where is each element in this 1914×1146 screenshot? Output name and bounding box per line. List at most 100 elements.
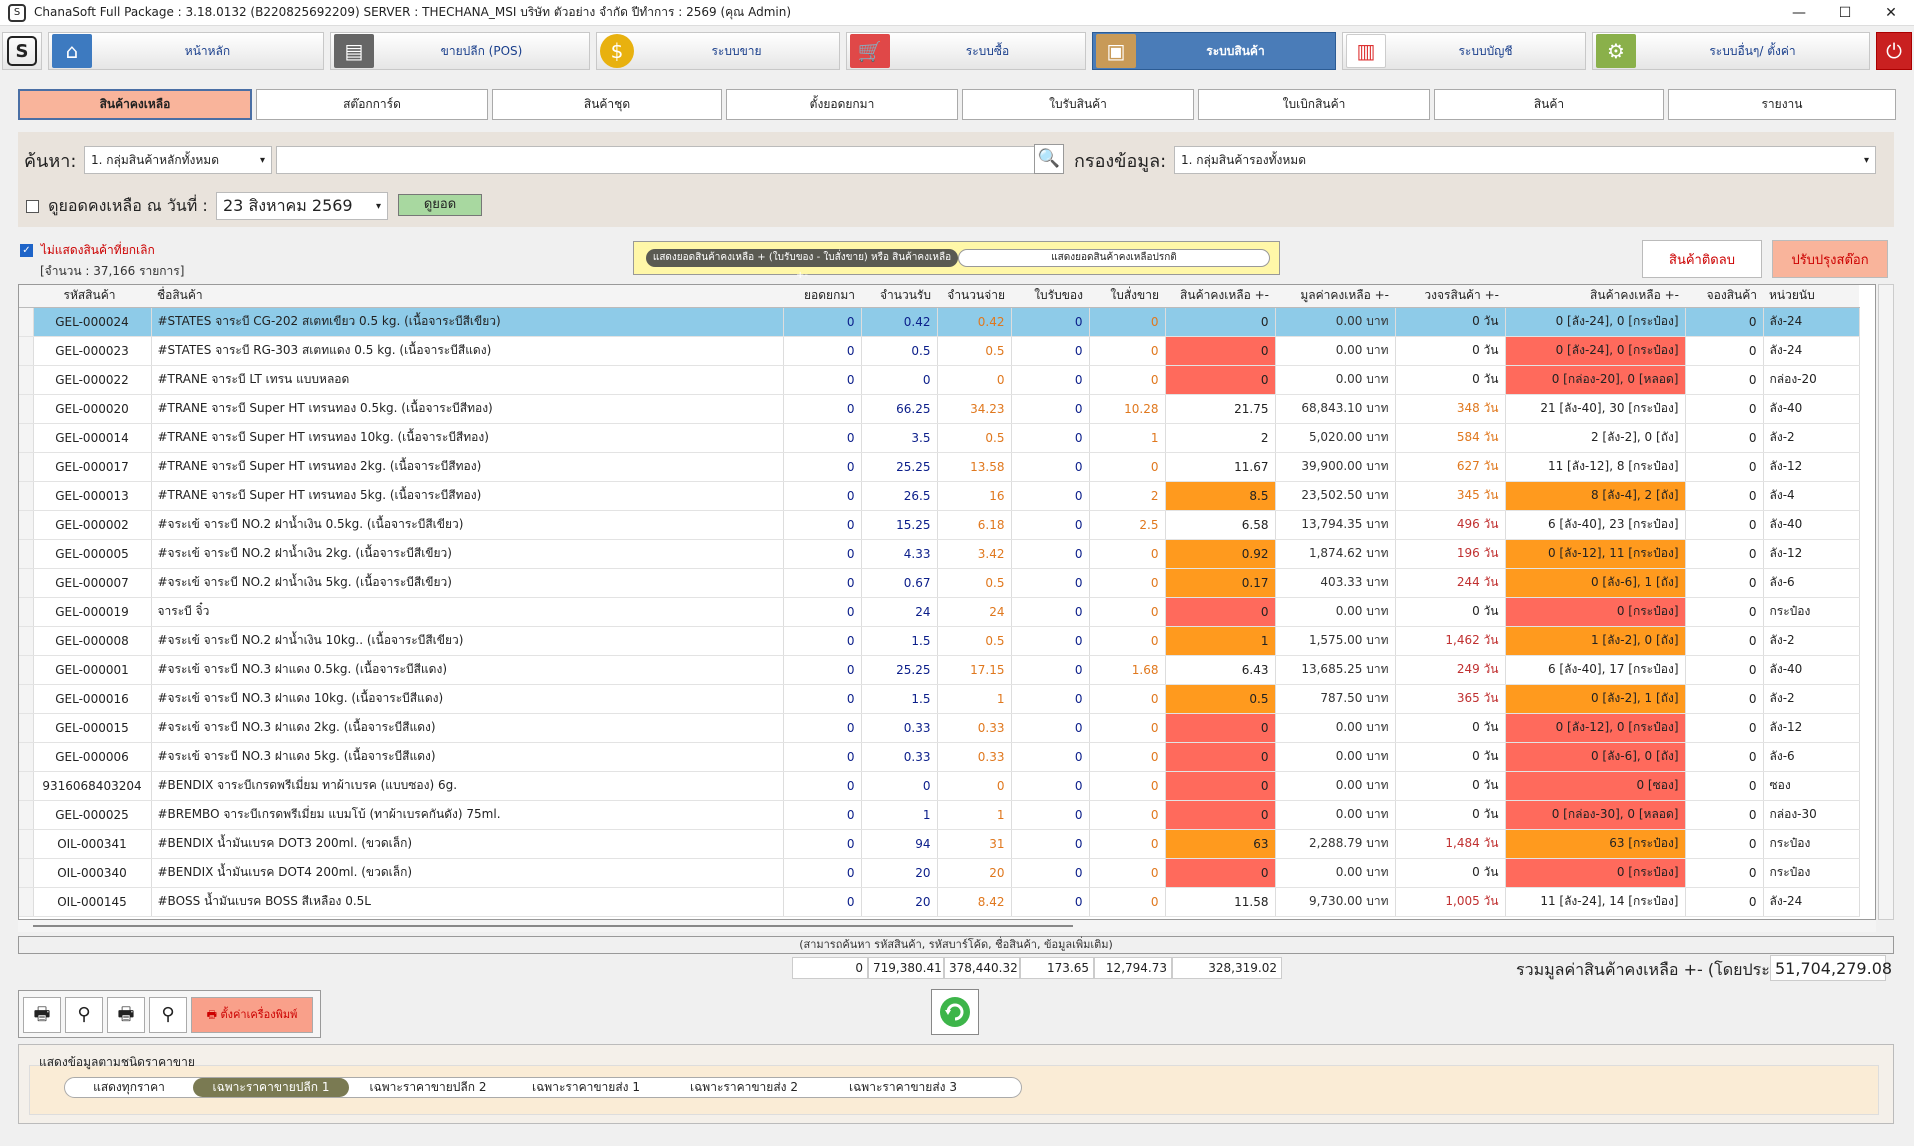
module-home[interactable]: ⌂ หน้าหลัก xyxy=(48,32,324,70)
column-header[interactable]: จำนวนจ่าย xyxy=(937,285,1011,308)
row-indicator[interactable] xyxy=(19,510,34,540)
vertical-scrollbar[interactable] xyxy=(1878,284,1894,920)
tab-product-set[interactable]: สินค้าชุด xyxy=(492,89,722,120)
table-row[interactable]: 9316068403204 #BENDIX จาระบีเกรดพรีเมี่ยม… xyxy=(19,771,1860,801)
row-indicator[interactable] xyxy=(19,829,34,859)
module-inventory[interactable]: ▣ ระบบสินค้า xyxy=(1092,32,1336,70)
tab-opening-balance[interactable]: ตั้งยอดยกมา xyxy=(726,89,958,120)
table-row[interactable]: GEL-000025 #BREMBO จาระบีเกรดพรีเมี่ยม แบ… xyxy=(19,800,1860,830)
column-header[interactable]: สินค้าคงเหลือ +- xyxy=(1165,285,1275,308)
row-indicator[interactable] xyxy=(19,481,34,511)
row-indicator[interactable] xyxy=(19,626,34,656)
module-pos[interactable]: ▤ ขายปลีก (POS) xyxy=(330,32,590,70)
table-row[interactable]: GEL-000020 #TRANE จาระบี Super HT เทรนทอง… xyxy=(19,394,1860,424)
row-indicator[interactable] xyxy=(19,800,34,830)
column-header[interactable]: ยอดยกมา xyxy=(783,285,861,308)
table-row[interactable]: GEL-000008 #จระเข้ จาระบี NO.2 ฝาน้ำเงิน … xyxy=(19,626,1860,656)
horizontal-scrollbar[interactable] xyxy=(18,920,1876,932)
row-indicator[interactable] xyxy=(19,887,34,917)
tab-goods-issue[interactable]: ใบเบิกสินค้า xyxy=(1198,89,1430,120)
column-header[interactable]: จำนวนรับ xyxy=(861,285,937,308)
toggle-option-extended[interactable]: แสดงยอดสินค้าคงเหลือ + (ใบรับของ - ใบสั่… xyxy=(646,249,958,281)
search-input[interactable] xyxy=(276,146,1048,174)
main-group-select[interactable]: 1. กลุ่มสินค้าหลักทั้งหมด ▾ xyxy=(84,146,272,174)
price-type-option[interactable]: เฉพาะราคาขายปลีก 2 xyxy=(369,1080,487,1094)
search-button[interactable]: 🔍 xyxy=(1034,144,1064,174)
date-picker[interactable]: 23 สิงหาคม 2569 ▾ xyxy=(216,192,388,220)
table-row[interactable]: GEL-000022 #TRANE จาระบี LT เทรน แบบหลอด 0… xyxy=(19,365,1860,395)
table-row[interactable]: OIL-000340 #BENDIX น้ำมันเบรค DOT4 200ml.… xyxy=(19,858,1860,888)
table-row[interactable]: GEL-000001 #จระเข้ จาระบี NO.3 ฝาแดง 0.5k… xyxy=(19,655,1860,685)
hide-cancelled-checkbox[interactable]: ✓ xyxy=(20,244,33,257)
row-indicator[interactable] xyxy=(19,307,34,337)
table-row[interactable]: GEL-000013 #TRANE จาระบี Super HT เทรนทอง… xyxy=(19,481,1860,511)
price-type-option[interactable]: เฉพาะราคาขายปลีก 1 xyxy=(193,1078,349,1097)
row-indicator[interactable] xyxy=(19,365,34,395)
price-type-option[interactable]: แสดงทุกราคา xyxy=(93,1080,165,1094)
adjust-stock-button[interactable]: ปรับปรุงสต๊อก xyxy=(1772,240,1888,278)
column-header[interactable]: สินค้าคงเหลือ +- xyxy=(1505,285,1685,308)
module-settings[interactable]: ⚙ ระบบอื่นๆ/ ตั้งค่า xyxy=(1592,32,1870,70)
row-indicator[interactable] xyxy=(19,394,34,424)
row-indicator[interactable] xyxy=(19,742,34,772)
row-indicator[interactable] xyxy=(19,771,34,801)
tab-products[interactable]: สินค้า xyxy=(1434,89,1664,120)
hide-cancelled-check[interactable]: ✓ ไม่แสดงสินค้าที่ยกเลิก xyxy=(20,241,155,260)
preview-1-button[interactable]: ⚲ xyxy=(65,997,103,1033)
column-header[interactable]: รหัสสินค้า xyxy=(33,285,151,308)
module-accounting[interactable]: ▥ ระบบบัญชี xyxy=(1342,32,1586,70)
print-2-button[interactable]: 🖶 xyxy=(107,997,145,1033)
minimize-button[interactable]: — xyxy=(1792,4,1806,21)
table-row[interactable]: GEL-000005 #จระเข้ จาระบี NO.2 ฝาน้ำเงิน … xyxy=(19,539,1860,569)
date-checkbox[interactable] xyxy=(26,200,39,213)
row-indicator[interactable] xyxy=(19,597,34,627)
table-row[interactable]: OIL-000341 #BENDIX น้ำมันเบรค DOT3 200ml.… xyxy=(19,829,1860,859)
toggle-option-normal[interactable]: แสดงยอดสินค้าคงเหลือปรกติ xyxy=(958,249,1270,267)
column-header[interactable]: หน่วยนับ xyxy=(1763,285,1859,308)
table-row[interactable]: GEL-000016 #จระเข้ จาระบี NO.3 ฝาแดง 10kg… xyxy=(19,684,1860,714)
table-row[interactable]: GEL-000024 #STATES จาระบี CG-202 สเตทเขีย… xyxy=(19,307,1860,337)
column-header[interactable]: ใบสั่งขาย xyxy=(1089,285,1165,308)
printer-setup-button[interactable]: 🖶 ตั้งค่าเครื่องพิมพ์ xyxy=(191,997,313,1033)
view-balance-button[interactable]: ดูยอด xyxy=(398,194,482,216)
module-sales[interactable]: $ ระบบขาย xyxy=(596,32,840,70)
column-header[interactable]: วงจรสินค้า +- xyxy=(1395,285,1505,308)
column-header[interactable]: ชื่อสินค้า xyxy=(151,285,783,308)
date-check[interactable]: ดูยอดคงเหลือ ณ วันที่ : xyxy=(26,194,208,219)
table-row[interactable]: OIL-000145 #BOSS น้ำมันเบรค BOSS สีเหลือง… xyxy=(19,887,1860,917)
table-row[interactable]: GEL-000017 #TRANE จาระบี Super HT เทรนทอง… xyxy=(19,452,1860,482)
table-row[interactable]: GEL-000014 #TRANE จาระบี Super HT เทรนทอง… xyxy=(19,423,1860,453)
tab-stock-balance[interactable]: สินค้าคงเหลือ xyxy=(18,89,252,120)
print-1-button[interactable]: 🖶 xyxy=(23,997,61,1033)
table-row[interactable]: GEL-000015 #จระเข้ จาระบี NO.3 ฝาแดง 2kg.… xyxy=(19,713,1860,743)
negative-stock-button[interactable]: สินค้าติดลบ xyxy=(1642,240,1762,278)
row-indicator[interactable] xyxy=(19,336,34,366)
price-type-option[interactable]: เฉพาะราคาขายส่ง 2 xyxy=(690,1080,798,1094)
power-button[interactable]: ⏻ xyxy=(1876,32,1912,70)
row-indicator[interactable] xyxy=(19,423,34,453)
tab-reports[interactable]: รายงาน xyxy=(1668,89,1896,120)
table-row[interactable]: GEL-000019 จาระบี จิ๋ว 0 24 24 0 0 0 0.00 บาท 0 ว… xyxy=(19,597,1860,627)
row-indicator[interactable] xyxy=(19,568,34,598)
table-row[interactable]: GEL-000002 #จระเข้ จาระบี NO.2 ฝาน้ำเงิน … xyxy=(19,510,1860,540)
column-header[interactable]: มูลค่าคงเหลือ +- xyxy=(1275,285,1395,308)
preview-2-button[interactable]: ⚲ xyxy=(149,997,187,1033)
price-type-option[interactable]: เฉพาะราคาขายส่ง 3 xyxy=(849,1080,957,1094)
close-button[interactable]: ✕ xyxy=(1885,4,1897,21)
column-header[interactable]: ใบรับของ xyxy=(1011,285,1089,308)
table-row[interactable]: GEL-000006 #จระเข้ จาระบี NO.3 ฝาแดง 5kg.… xyxy=(19,742,1860,772)
column-header[interactable]: จองสินค้า xyxy=(1685,285,1763,308)
table-row[interactable]: GEL-000007 #จระเข้ จาระบี NO.2 ฝาน้ำเงิน … xyxy=(19,568,1860,598)
logo-button[interactable]: S xyxy=(2,32,42,70)
refresh-button[interactable] xyxy=(931,989,979,1035)
row-indicator[interactable] xyxy=(19,539,34,569)
stock-grid[interactable]: รหัสสินค้า ชื่อสินค้า ยอดยกมา จำนวนรับ จำนวน… xyxy=(18,284,1876,920)
sub-group-select[interactable]: 1. กลุ่มสินค้ารองทั้งหมด ▾ xyxy=(1174,146,1876,174)
row-indicator[interactable] xyxy=(19,452,34,482)
row-indicator[interactable] xyxy=(19,713,34,743)
tab-stock-card[interactable]: สต๊อกการ์ด xyxy=(256,89,488,120)
table-row[interactable]: GEL-000023 #STATES จาระบี RG-303 สเตทแดง … xyxy=(19,336,1860,366)
row-indicator[interactable] xyxy=(19,858,34,888)
price-type-option[interactable]: เฉพาะราคาขายส่ง 1 xyxy=(532,1080,640,1094)
maximize-button[interactable]: ☐ xyxy=(1838,4,1852,21)
